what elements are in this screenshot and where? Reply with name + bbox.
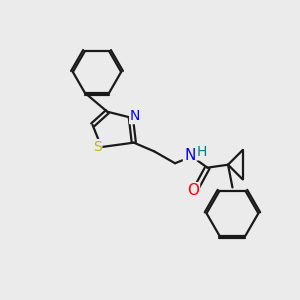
Text: O: O [187,183,199,198]
Text: N: N [184,148,195,164]
Text: N: N [130,109,140,123]
Text: S: S [93,140,101,154]
Text: H: H [197,146,207,159]
